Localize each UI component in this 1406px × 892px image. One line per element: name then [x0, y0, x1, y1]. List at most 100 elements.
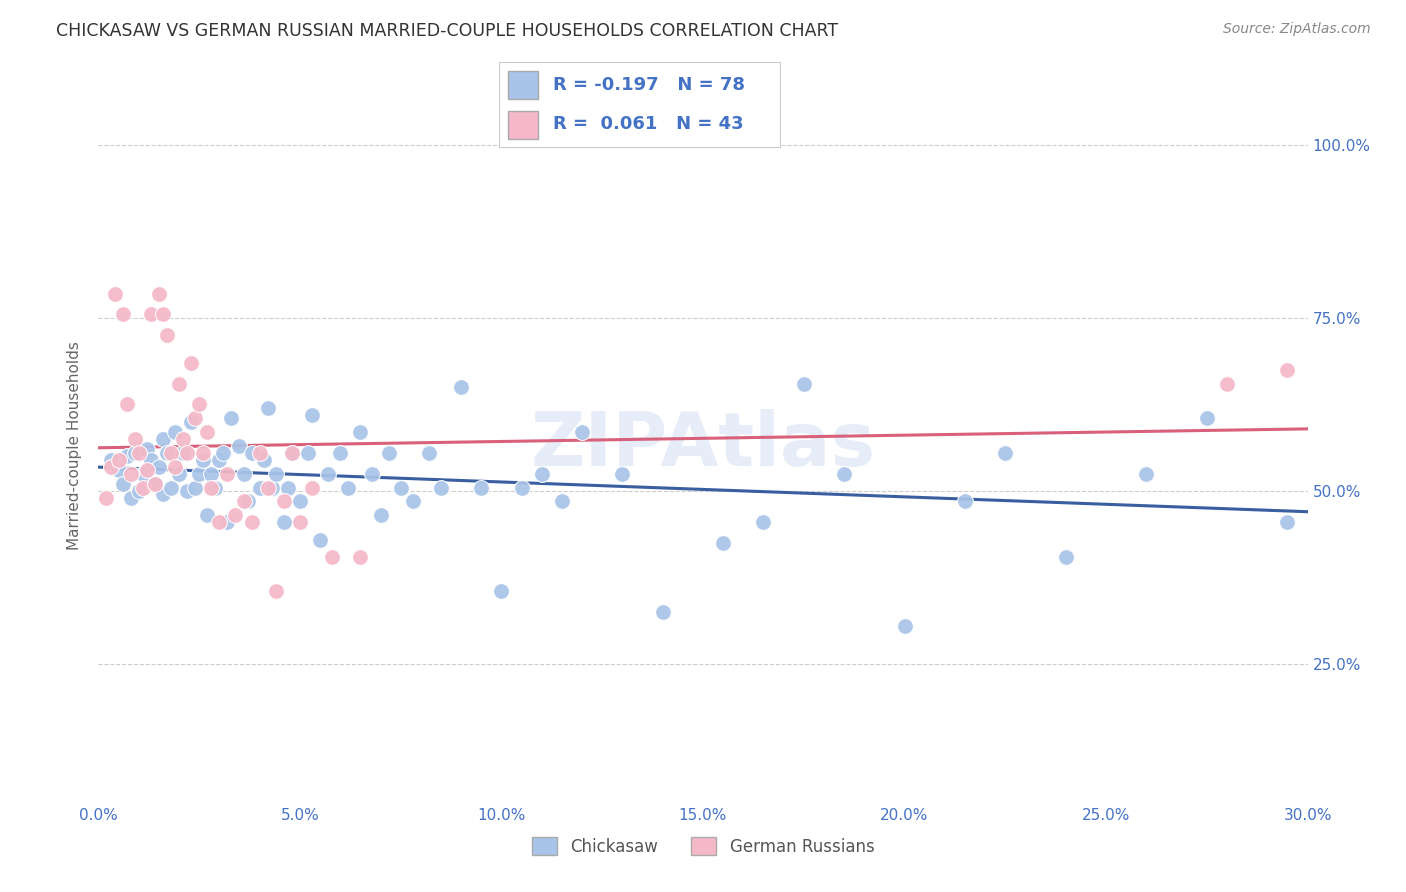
- Point: [273, 515, 295, 529]
- Y-axis label: Married-couple Households: Married-couple Households: [67, 342, 83, 550]
- Point: [115, 397, 138, 411]
- Point: [793, 376, 815, 391]
- Point: [217, 467, 239, 481]
- Point: [349, 549, 371, 564]
- Point: [240, 515, 263, 529]
- Point: [180, 415, 202, 429]
- Point: [491, 584, 513, 599]
- Text: CHICKASAW VS GERMAN RUSSIAN MARRIED-COUPLE HOUSEHOLDS CORRELATION CHART: CHICKASAW VS GERMAN RUSSIAN MARRIED-COUP…: [56, 22, 838, 40]
- Point: [430, 481, 453, 495]
- Point: [128, 446, 150, 460]
- Point: [264, 467, 287, 481]
- Point: [1277, 363, 1299, 377]
- Point: [281, 446, 304, 460]
- Point: [301, 481, 323, 495]
- Point: [301, 408, 323, 422]
- Point: [402, 494, 425, 508]
- Point: [143, 477, 166, 491]
- Point: [752, 515, 775, 529]
- Point: [100, 453, 122, 467]
- Point: [389, 481, 412, 495]
- Point: [188, 467, 211, 481]
- Point: [160, 446, 183, 460]
- Point: [139, 453, 162, 467]
- Point: [152, 432, 174, 446]
- Point: [273, 494, 295, 508]
- Point: [188, 397, 211, 411]
- Point: [370, 508, 392, 523]
- Point: [711, 536, 734, 550]
- Point: [143, 477, 166, 491]
- Point: [139, 307, 162, 321]
- Point: [1195, 411, 1218, 425]
- Point: [256, 481, 278, 495]
- Point: [228, 439, 250, 453]
- Point: [176, 483, 198, 498]
- Point: [107, 463, 129, 477]
- Point: [221, 411, 243, 425]
- Point: [167, 467, 190, 481]
- Point: [208, 515, 231, 529]
- Point: [103, 286, 125, 301]
- Point: [180, 356, 202, 370]
- Point: [200, 481, 222, 495]
- Point: [321, 549, 343, 564]
- Point: [184, 481, 207, 495]
- Point: [309, 533, 332, 547]
- Point: [200, 467, 222, 481]
- Point: [377, 446, 399, 460]
- Point: [167, 376, 190, 391]
- Point: [240, 446, 263, 460]
- Point: [193, 453, 215, 467]
- Text: R = -0.197   N = 78: R = -0.197 N = 78: [553, 77, 745, 95]
- Point: [156, 328, 179, 343]
- Point: [953, 494, 976, 508]
- Point: [297, 446, 319, 460]
- Point: [1135, 467, 1157, 481]
- Point: [132, 481, 155, 495]
- Point: [135, 463, 157, 477]
- Point: [349, 425, 371, 439]
- Point: [172, 446, 194, 460]
- Point: [115, 450, 138, 464]
- Point: [107, 453, 129, 467]
- Point: [195, 425, 218, 439]
- Point: [450, 380, 472, 394]
- Point: [111, 477, 134, 491]
- Point: [236, 494, 259, 508]
- Point: [253, 453, 276, 467]
- Point: [281, 446, 304, 460]
- Point: [217, 515, 239, 529]
- Point: [316, 467, 339, 481]
- Point: [1216, 376, 1239, 391]
- Point: [111, 307, 134, 321]
- Point: [260, 481, 283, 495]
- Point: [184, 411, 207, 425]
- Point: [156, 446, 179, 460]
- Point: [264, 584, 287, 599]
- Point: [337, 481, 360, 495]
- Point: [470, 481, 492, 495]
- Point: [160, 481, 183, 495]
- Point: [100, 459, 122, 474]
- Legend: Chickasaw, German Russians: Chickasaw, German Russians: [524, 830, 882, 863]
- Point: [96, 491, 118, 505]
- FancyBboxPatch shape: [508, 71, 538, 99]
- Point: [148, 459, 170, 474]
- Point: [152, 307, 174, 321]
- Point: [651, 605, 673, 619]
- Point: [832, 467, 855, 481]
- Point: [418, 446, 440, 460]
- Point: [249, 446, 271, 460]
- Point: [893, 619, 915, 633]
- Point: [361, 467, 384, 481]
- Point: [204, 481, 226, 495]
- Point: [612, 467, 634, 481]
- Point: [551, 494, 574, 508]
- Point: [135, 442, 157, 457]
- Point: [288, 494, 311, 508]
- Point: [277, 481, 299, 495]
- Point: [128, 483, 150, 498]
- Point: [132, 467, 155, 481]
- Point: [124, 432, 146, 446]
